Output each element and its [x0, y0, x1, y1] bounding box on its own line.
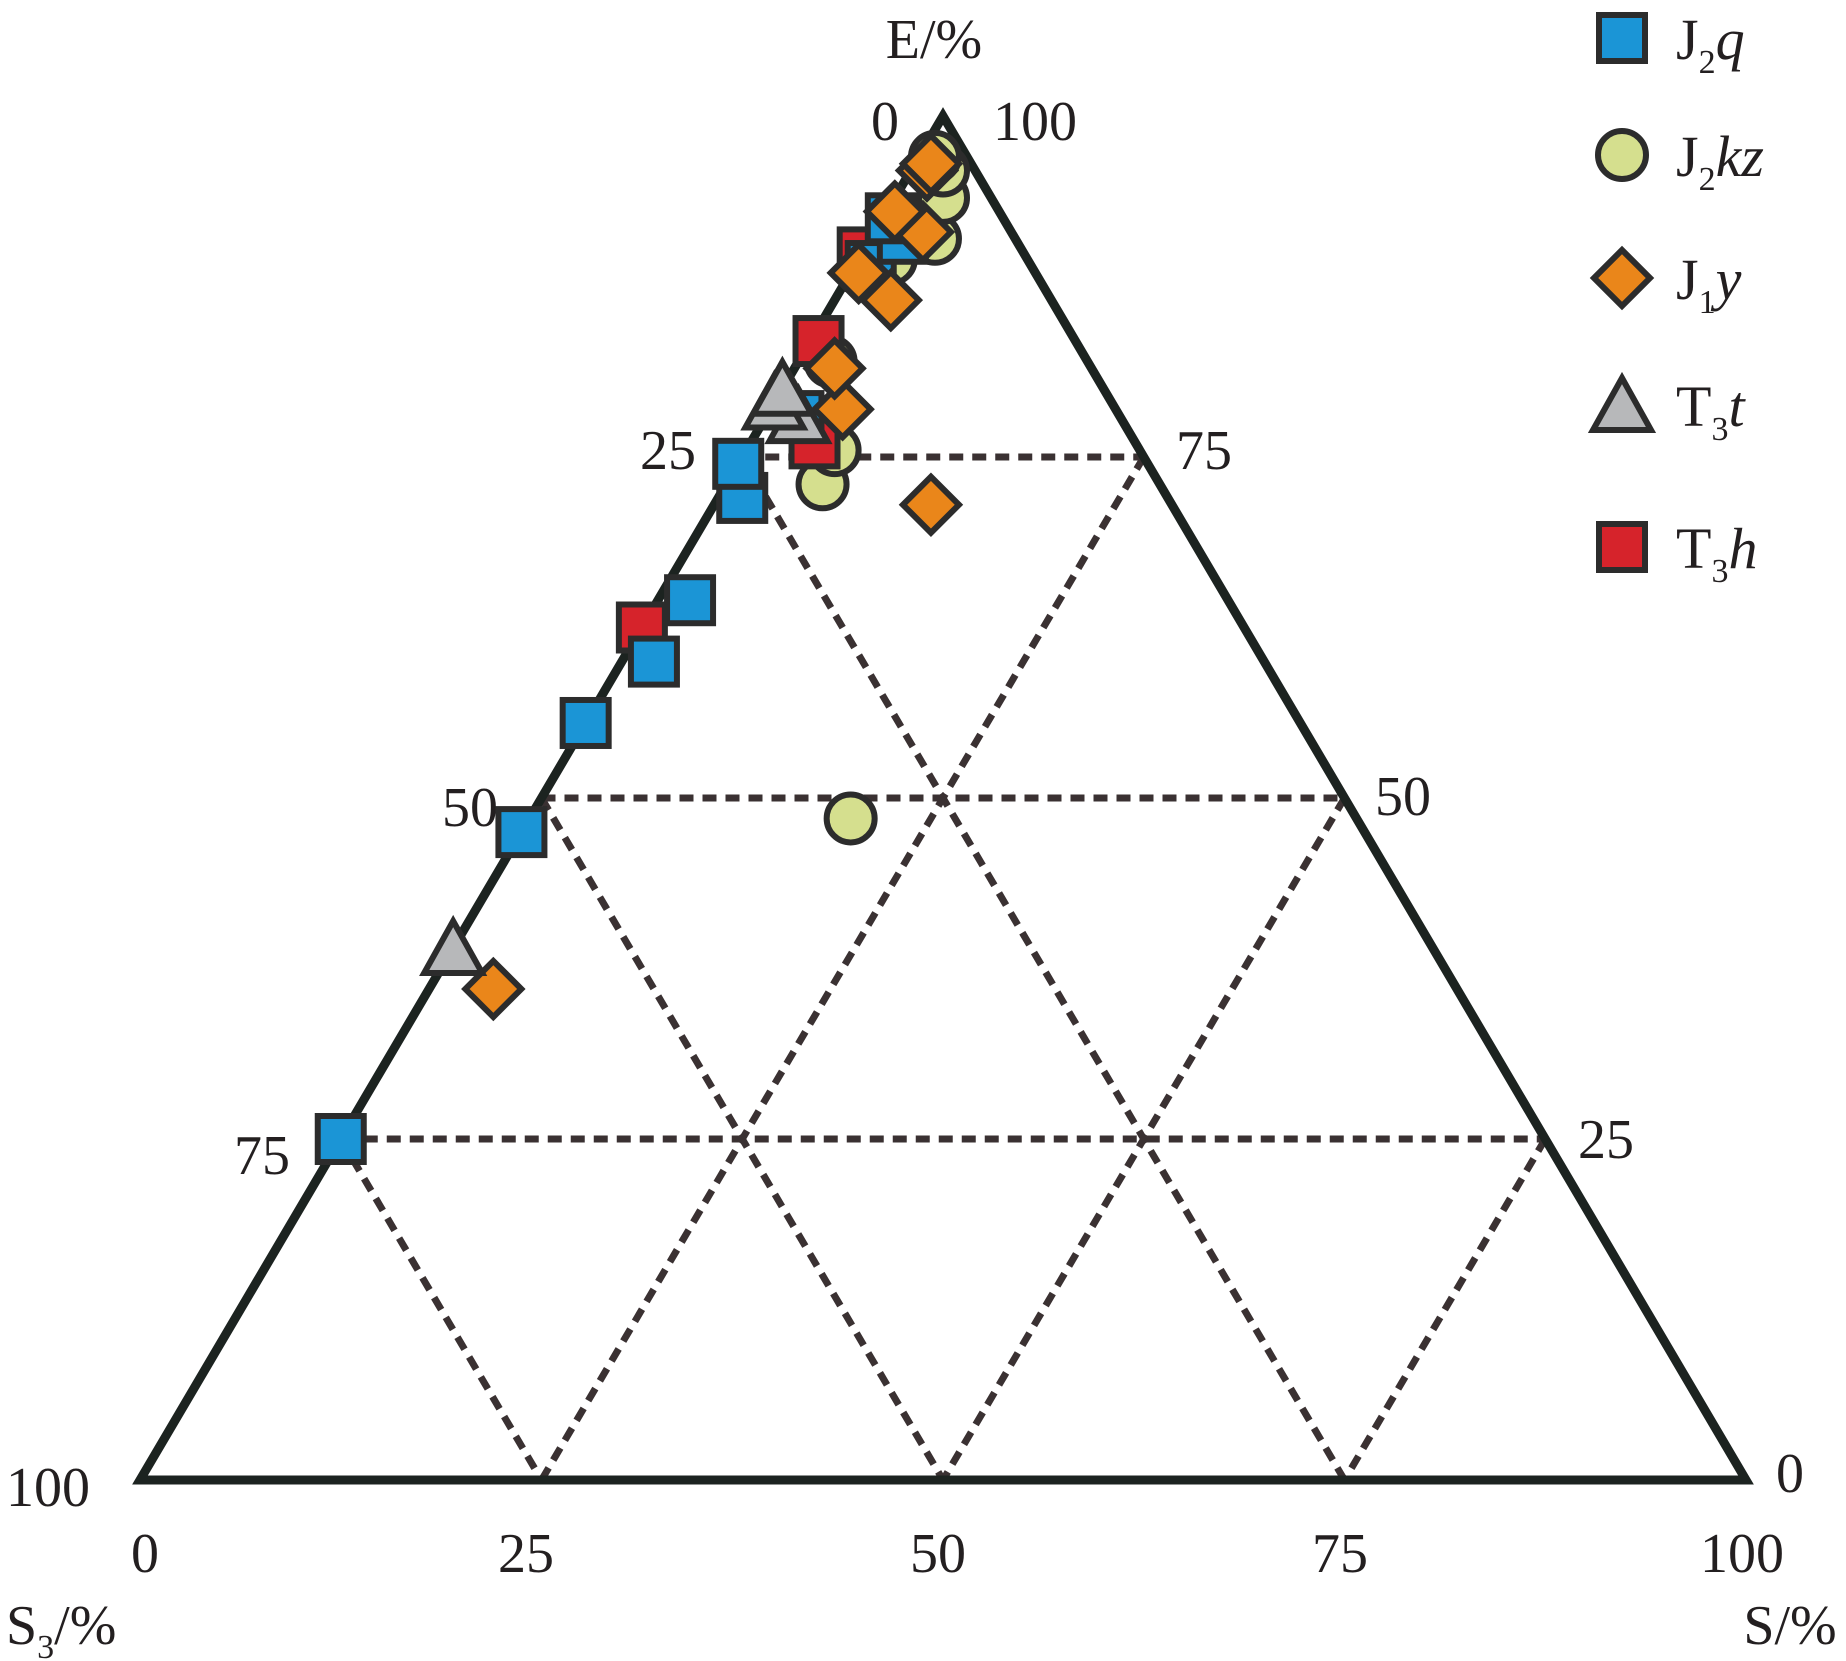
- legend-label-italic: h: [1728, 516, 1757, 581]
- point-j1y: [862, 179, 928, 244]
- legend-label-sub: 1: [1699, 284, 1716, 321]
- grid-line-s-50: [939, 796, 1348, 1482]
- point-j2q: [559, 696, 612, 749]
- apex-label-top-left: 0: [871, 91, 899, 153]
- legend-label-italic: q: [1716, 7, 1745, 72]
- legend-label-sub: 3: [1711, 411, 1728, 448]
- legend-label-t3t: T3t: [1676, 374, 1746, 448]
- point-j1y: [898, 131, 964, 196]
- right-edge-tick-label: 75: [1176, 420, 1232, 482]
- point-j2q: [627, 635, 680, 688]
- bottom-tick-label: 0: [131, 1523, 159, 1585]
- right-edge-tick-label: 25: [1578, 1109, 1634, 1171]
- legend-label-italic: t: [1728, 374, 1746, 439]
- point-j1y: [898, 472, 964, 537]
- grid-line-s-75: [1341, 1137, 1549, 1482]
- point-t3t: [419, 914, 488, 977]
- legend-marker-j1y: [1589, 245, 1655, 311]
- axis-title-s3-main: S: [6, 1595, 37, 1657]
- grid-lines: [337, 453, 1549, 1482]
- point-j1y: [826, 240, 891, 306]
- series-t3t: [419, 355, 833, 977]
- apex-label-top-right: 100: [993, 91, 1077, 153]
- triangle-outline: [132, 107, 1754, 1485]
- point-j1y: [810, 377, 875, 442]
- right-edge-tick-label: 50: [1375, 766, 1431, 828]
- legend-label-sub: 2: [1699, 161, 1716, 198]
- data-points: [314, 129, 970, 1165]
- legend-label-sub: 2: [1699, 44, 1716, 81]
- legend-label-italic: kz: [1716, 124, 1764, 189]
- legend-label-main: J: [1676, 247, 1699, 312]
- apex-label-right: 0: [1776, 1443, 1804, 1505]
- axis-title-s3-unit: /%: [54, 1595, 116, 1657]
- legend-label-main: T: [1676, 516, 1711, 581]
- axis-title-s: S/%: [1743, 1595, 1836, 1657]
- point-j2q: [712, 437, 765, 490]
- legend-marker-t3t: [1587, 371, 1657, 433]
- axis-title-s3-sub: 3: [37, 1629, 54, 1661]
- axis-titles: E/%S3/% S/%: [6, 9, 1837, 1661]
- bottom-tick-label: 100: [1700, 1523, 1784, 1585]
- point-j1y: [802, 336, 867, 401]
- apex-label-left: 100: [6, 1457, 90, 1519]
- left-edge-tick-label: 50: [442, 777, 498, 839]
- triangle-frame: [132, 107, 1754, 1485]
- legend-label-sub: 3: [1711, 553, 1728, 590]
- point-j2q: [314, 1113, 367, 1165]
- grid-line-s3-25: [739, 455, 1348, 1482]
- legend-label-j2kz: J2kz: [1676, 124, 1764, 198]
- left-edge-tick-label: 75: [234, 1125, 290, 1187]
- legend-label-t3h: T3h: [1676, 516, 1757, 590]
- legend-label-main: J: [1676, 124, 1699, 189]
- point-j2kz: [823, 791, 878, 846]
- legend-label-j2q: J2q: [1676, 7, 1745, 81]
- left-edge-tick-label: 25: [640, 420, 696, 482]
- legend-marker-j2q: [1596, 12, 1648, 64]
- legend-label-italic: y: [1711, 247, 1742, 312]
- grid-line-s-25: [538, 455, 1147, 1482]
- tick-labels: 0 100 100 0 25 50 75 75 50 25 0 25 50 75 100: [6, 91, 1804, 1585]
- axis-title-s3: S3/%: [6, 1595, 116, 1661]
- bottom-tick-label: 50: [910, 1523, 966, 1585]
- legend-label-j1y: J1y: [1676, 247, 1742, 321]
- point-j2q: [495, 806, 548, 859]
- point-j2q: [664, 574, 717, 627]
- bottom-tick-label: 75: [1312, 1523, 1368, 1585]
- point-t3t: [748, 355, 817, 417]
- legend-marker-j2kz: [1595, 128, 1649, 182]
- series-j1y: [461, 131, 964, 1022]
- grid-line-s3-75: [337, 1137, 545, 1482]
- grid-line-s3-50: [538, 796, 947, 1482]
- legend-marker-t3h: [1596, 521, 1648, 573]
- bottom-tick-label: 25: [498, 1523, 554, 1585]
- legend-label-main: J: [1676, 7, 1699, 72]
- legend-label-main: T: [1676, 374, 1711, 439]
- axis-title-e: E/%: [886, 9, 982, 71]
